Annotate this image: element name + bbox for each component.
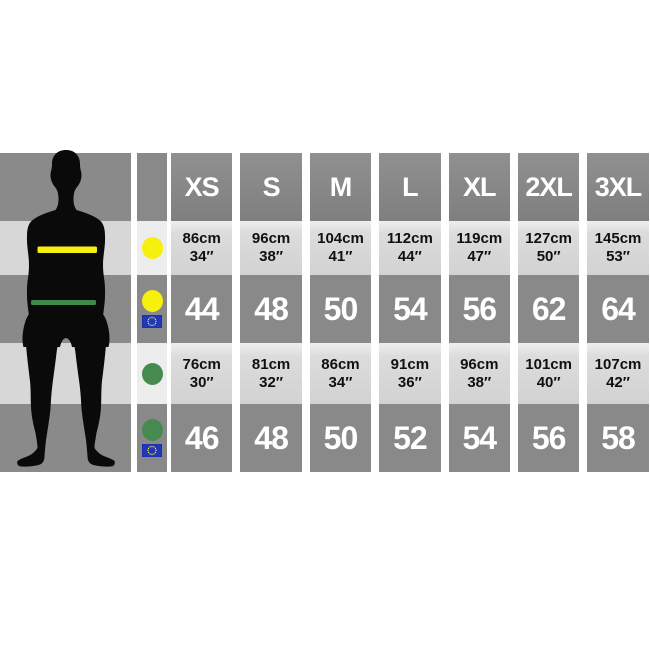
chest-cm-m: 104cm 41″	[309, 221, 372, 275]
chest-eu-xl: 56	[448, 275, 510, 343]
size-column-3xl: 3XL 145cm 53″ 64 107cm 42″ 58	[587, 153, 649, 472]
waist-in-value: 34″	[328, 373, 353, 391]
size-header-2xl: 2XL	[517, 153, 580, 221]
waist-cm-value: 86cm	[321, 355, 360, 373]
waist-cm-2xl: 101cm 40″	[517, 343, 580, 404]
man-left-leg	[17, 345, 58, 467]
waist-line	[31, 300, 96, 305]
waist-eu-m: 50	[309, 404, 372, 472]
chest-eu-xs: 44	[171, 275, 233, 343]
chest-cm-xs: 86cm 34″	[171, 221, 233, 275]
waist-cm-value: 81cm	[251, 355, 291, 373]
waist-in-value: 40″	[536, 373, 561, 391]
chest-eu-l: 54	[379, 275, 441, 343]
waist-in-value: 42″	[606, 373, 630, 391]
size-column-2xl: 2XL 127cm 50″ 62 101cm 40″ 56	[517, 153, 580, 472]
indicator-chest-eu	[137, 275, 167, 343]
size-chart: XS 86cm 34″ 44 76cm 30″ 46 S 96cm 38″ 48 81…	[0, 150, 649, 472]
silhouette-panel	[0, 150, 131, 472]
waist-cm-value: 96cm	[460, 355, 499, 373]
waist-cm-3xl: 107cm 42″	[587, 343, 649, 404]
waist-cm-value: 76cm	[182, 355, 221, 373]
yellow-dot-icon	[141, 290, 163, 312]
chest-eu-s: 48	[240, 275, 302, 343]
chest-cm-value: 119cm	[456, 230, 503, 247]
size-column-l: L 112cm 44″ 54 91cm 36″ 52	[379, 153, 441, 472]
chest-cm-value: 104cm	[317, 230, 364, 247]
size-column-xl: XL 119cm 47″ 56 96cm 38″ 54	[448, 153, 510, 472]
waist-eu-3xl: 58	[587, 404, 649, 472]
size-table: XS 86cm 34″ 44 76cm 30″ 46 S 96cm 38″ 48 81…	[171, 153, 649, 472]
chest-cm-3xl: 145cm 53″	[587, 221, 649, 275]
size-header-l: L	[379, 153, 441, 221]
waist-cm-l: 91cm 36″	[379, 343, 441, 404]
waist-in-value: 38″	[467, 373, 492, 391]
indicator-chest-cm	[137, 221, 167, 275]
chest-cm-value: 96cm	[251, 230, 291, 247]
waist-eu-s: 48	[240, 404, 302, 472]
chest-in-value: 41″	[328, 248, 353, 265]
chest-cm-l: 112cm 44″	[379, 221, 441, 275]
green-dot-icon	[141, 419, 163, 441]
size-header-m: M	[309, 153, 372, 221]
waist-in-value: 36″	[397, 373, 422, 391]
indicator-column	[137, 153, 167, 472]
waist-cm-s: 81cm 32″	[240, 343, 302, 404]
chest-cm-value: 127cm	[525, 230, 572, 247]
waist-eu-l: 52	[379, 404, 441, 472]
waist-cm-m: 86cm 34″	[309, 343, 372, 404]
chest-cm-xl: 119cm 47″	[448, 221, 510, 275]
waist-cm-value: 91cm	[390, 355, 430, 373]
size-header-3xl: 3XL	[587, 153, 649, 221]
size-column-xs: XS 86cm 34″ 44 76cm 30″ 46	[171, 153, 233, 472]
waist-eu-xs: 46	[171, 404, 233, 472]
waist-in-value: 32″	[259, 373, 284, 391]
chest-in-value: 50″	[536, 248, 561, 265]
size-column-m: M 104cm 41″ 50 86cm 34″ 50	[309, 153, 372, 472]
waist-cm-xs: 76cm 30″	[171, 343, 233, 404]
size-header-xs: XS	[171, 153, 233, 221]
waist-cm-value: 101cm	[525, 355, 572, 373]
waist-eu-xl: 54	[448, 404, 510, 472]
chest-in-value: 47″	[467, 248, 492, 265]
indicator-waist-cm	[137, 343, 167, 404]
size-column-s: S 96cm 38″ 48 81cm 32″ 48	[240, 153, 302, 472]
chest-cm-2xl: 127cm 50″	[517, 221, 580, 275]
chest-in-value: 53″	[606, 248, 630, 265]
chest-in-value: 44″	[397, 248, 422, 265]
eu-flag-icon	[142, 444, 162, 457]
chest-eu-2xl: 62	[517, 275, 580, 343]
eu-flag-icon	[142, 315, 162, 328]
chest-line	[37, 246, 97, 253]
indicator-waist-eu	[137, 404, 167, 472]
waist-eu-2xl: 56	[517, 404, 580, 472]
waist-cm-value: 107cm	[594, 355, 642, 373]
waist-cm-xl: 96cm 38″	[448, 343, 510, 404]
chest-in-value: 38″	[259, 248, 284, 265]
chest-cm-value: 112cm	[386, 230, 433, 247]
chest-eu-3xl: 64	[587, 275, 649, 343]
chest-cm-value: 145cm	[594, 230, 642, 247]
indicator-header-cell	[137, 153, 167, 221]
green-dot-icon	[141, 362, 163, 385]
man-silhouette	[17, 150, 115, 467]
chest-cm-value: 86cm	[182, 230, 221, 247]
size-header-xl: XL	[448, 153, 510, 221]
chest-eu-m: 50	[309, 275, 372, 343]
man-right-leg	[74, 345, 115, 467]
size-header-s: S	[240, 153, 302, 221]
yellow-dot-icon	[141, 237, 163, 259]
chest-cm-s: 96cm 38″	[240, 221, 302, 275]
waist-in-value: 30″	[189, 373, 214, 391]
panel-stripe	[0, 343, 131, 404]
chest-in-value: 34″	[189, 248, 214, 265]
